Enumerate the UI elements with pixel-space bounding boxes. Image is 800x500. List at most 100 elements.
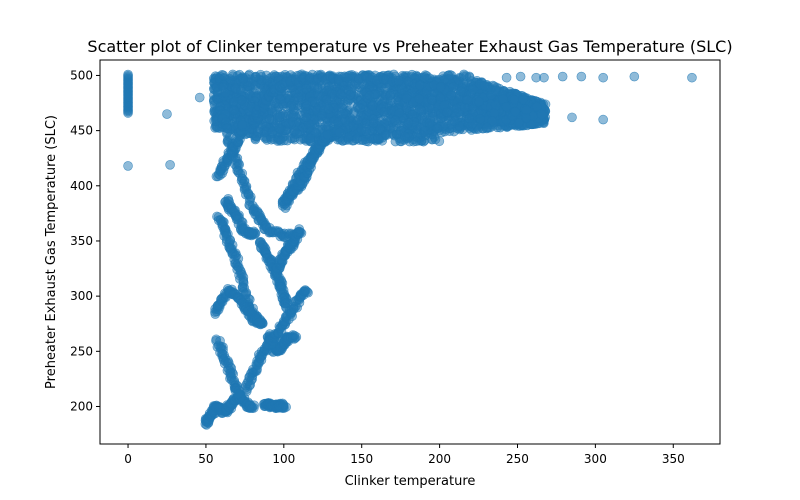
data-point (598, 72, 608, 83)
data-point (372, 133, 383, 144)
data-point (390, 115, 401, 125)
data-point (375, 116, 385, 126)
data-point (557, 71, 568, 82)
x-tick-label: 100 (272, 452, 295, 466)
data-point (378, 107, 389, 117)
data-point (194, 92, 205, 103)
data-point (218, 70, 229, 81)
data-point (598, 114, 608, 125)
data-point (455, 86, 466, 96)
data-point (253, 317, 264, 328)
data-point (400, 131, 410, 142)
data-point (220, 87, 231, 98)
data-point (345, 89, 355, 100)
data-point (451, 103, 462, 114)
data-point (293, 92, 304, 102)
data-point (292, 128, 302, 139)
data-point (238, 74, 249, 84)
data-point (338, 108, 349, 119)
data-point (276, 136, 286, 146)
data-point (418, 136, 429, 147)
data-point (385, 90, 395, 101)
data-point (123, 69, 133, 80)
data-point (435, 82, 446, 92)
data-point (474, 96, 484, 107)
x-tick-label: 250 (506, 452, 529, 466)
data-point (536, 109, 547, 120)
data-point (482, 122, 492, 133)
data-point (539, 72, 549, 83)
data-point (320, 121, 331, 132)
data-point (165, 160, 175, 170)
data-point (249, 226, 259, 237)
data-point (567, 112, 577, 123)
data-point (375, 124, 385, 134)
data-point (275, 111, 285, 122)
y-tick-label: 300 (70, 289, 93, 303)
data-point (464, 113, 475, 124)
data-point (424, 118, 435, 128)
data-point (475, 114, 486, 124)
x-tick-label: 300 (584, 452, 607, 466)
data-point (356, 124, 367, 135)
data-point (491, 85, 501, 96)
data-point (401, 93, 412, 104)
data-point (287, 116, 298, 127)
x-tick-label: 200 (428, 452, 451, 466)
data-point (237, 120, 247, 130)
data-point (301, 112, 312, 123)
data-point (449, 116, 460, 126)
data-point (286, 101, 296, 111)
data-point (427, 95, 437, 106)
data-point (228, 71, 238, 82)
data-point (302, 100, 312, 111)
data-point (364, 90, 375, 101)
data-point (162, 109, 172, 119)
x-tick-label: 0 (124, 452, 132, 466)
data-point (270, 98, 280, 108)
x-tick-label: 50 (198, 452, 213, 466)
data-point (432, 123, 443, 134)
chart-title: Scatter plot of Clinker temperature vs P… (87, 37, 732, 56)
data-point (301, 83, 311, 94)
y-tick-label: 450 (70, 124, 93, 138)
data-point (321, 95, 332, 105)
data-point (521, 113, 532, 123)
y-tick-label: 250 (70, 344, 93, 358)
data-point (274, 123, 284, 133)
data-point (338, 99, 349, 110)
data-point (265, 113, 275, 124)
y-axis-label: Preheater Exhaust Gas Temperature (SLC) (44, 115, 59, 389)
data-point (367, 101, 378, 111)
x-tick-label: 350 (662, 452, 685, 466)
data-point (414, 94, 424, 104)
data-point (236, 86, 247, 96)
data-point (391, 129, 402, 139)
data-point (510, 106, 521, 117)
data-point (123, 161, 133, 171)
data-point (518, 94, 529, 105)
data-point (629, 71, 640, 82)
data-point (576, 71, 587, 82)
data-point (467, 84, 478, 95)
data-point (334, 127, 345, 138)
data-point (434, 136, 445, 147)
data-point (236, 95, 247, 106)
data-point (414, 104, 425, 115)
data-point (317, 111, 327, 121)
data-point (322, 129, 333, 140)
data-point (229, 105, 239, 116)
data-point (352, 102, 363, 112)
data-point (250, 72, 261, 82)
data-point (442, 107, 452, 117)
data-point (446, 90, 456, 100)
data-point (479, 81, 490, 91)
data-point (515, 71, 526, 82)
points-layer (123, 69, 697, 430)
x-tick-label: 150 (350, 452, 373, 466)
data-point (323, 104, 334, 114)
data-point (509, 95, 520, 105)
data-point (403, 118, 414, 128)
data-point (501, 72, 512, 83)
